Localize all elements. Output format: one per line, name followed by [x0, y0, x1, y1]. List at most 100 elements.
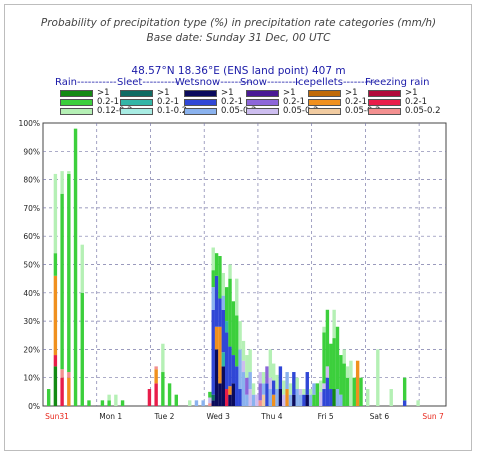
y-tick-label: 90%	[23, 147, 40, 156]
x-tick-label: Sun31	[45, 412, 69, 421]
bar-segment	[60, 369, 64, 378]
y-tick-label: 0%	[28, 402, 40, 411]
bar-segment	[241, 360, 246, 373]
bar-segment	[120, 400, 125, 406]
bar-segment	[248, 389, 252, 406]
y-tick-label: 30%	[23, 317, 40, 326]
bar-segment	[208, 397, 212, 404]
bar-segment	[245, 377, 249, 395]
legend-label: 0.05-0.2	[221, 106, 257, 116]
legend-swatch	[120, 99, 153, 106]
legend-swatch	[246, 90, 279, 97]
bar-segment	[238, 389, 242, 406]
bar-segment	[329, 343, 333, 390]
bar-segment	[211, 287, 215, 310]
bar-segment	[258, 383, 262, 401]
bar-segment	[261, 372, 266, 384]
bar-segment	[60, 377, 64, 406]
bar-segment	[258, 372, 262, 384]
legend-swatch	[308, 90, 341, 97]
bar-segment	[349, 360, 353, 406]
bar-segment	[67, 377, 71, 406]
bar-segment	[231, 355, 236, 384]
bar-segment	[288, 394, 293, 406]
bar-segment	[107, 394, 111, 401]
bar-segment	[261, 383, 266, 395]
bar-segment	[295, 377, 299, 390]
bar-segment	[265, 366, 269, 384]
bar-segment	[275, 374, 279, 390]
bar-segment	[255, 394, 259, 406]
bar-segment	[268, 377, 273, 390]
legend-group-heading: Snow---------	[240, 77, 300, 88]
bar-segment	[322, 326, 326, 333]
bar-segment	[224, 287, 229, 322]
bar-segment	[147, 389, 152, 406]
bar-segment	[352, 377, 356, 406]
bar-segment	[355, 360, 360, 406]
bar-segment	[366, 389, 370, 406]
bar-segment	[329, 389, 333, 406]
bar-segment	[218, 298, 222, 327]
bar-segment	[308, 389, 313, 395]
legend-swatch	[184, 90, 217, 97]
bar-segment	[282, 380, 286, 395]
x-tick-label: Sat 6	[370, 412, 390, 421]
bar-segment	[268, 349, 273, 378]
legend-label: >1	[157, 88, 170, 98]
bar-segment	[154, 369, 158, 384]
bar-segment	[211, 394, 215, 401]
bar-segment	[224, 321, 229, 333]
bar-segment	[231, 383, 236, 406]
legend-group-heading: Sleet----------	[117, 77, 179, 88]
bar-segment	[345, 377, 350, 406]
bar-segment	[228, 386, 232, 395]
bar-segment	[268, 389, 273, 406]
bar-segment	[107, 400, 111, 406]
legend-label: 0.2-1	[283, 97, 305, 107]
bar-segment	[161, 372, 165, 406]
bar-segment	[282, 394, 286, 406]
bar-segment	[235, 315, 239, 367]
bar-segment	[342, 363, 346, 406]
legend-swatch	[60, 99, 93, 106]
legend-label: >1	[221, 88, 234, 98]
bar-segment	[218, 326, 222, 384]
bar-segment	[251, 394, 256, 406]
bar-segment	[114, 394, 118, 406]
legend-swatch	[60, 108, 93, 115]
bar-segment	[80, 292, 84, 406]
bar-segment	[214, 253, 219, 276]
legend-label: 0.2-1	[405, 97, 427, 107]
bar-segment	[224, 389, 229, 406]
bar-segment	[67, 173, 71, 373]
bar-segment	[319, 391, 323, 406]
bar-segment	[208, 391, 212, 398]
legend-swatch	[246, 99, 279, 106]
bar-segment	[73, 128, 78, 406]
legend-label: 0.1-0.2	[157, 106, 188, 116]
bar-segment	[335, 326, 340, 390]
legend-label: 0.2-1	[157, 97, 179, 107]
bar-segment	[319, 380, 323, 392]
bar-segment	[285, 372, 289, 390]
legend-label: >1	[97, 88, 110, 98]
bar-segment	[335, 389, 340, 406]
x-tick-label: Wed 3	[206, 412, 230, 421]
legend-swatch	[184, 99, 217, 106]
bar-segment	[214, 349, 219, 406]
bar-segment	[228, 394, 232, 406]
bar-segment	[221, 309, 226, 353]
bar-segment	[325, 309, 330, 367]
bar-segment	[389, 389, 393, 406]
bar-segment	[339, 394, 343, 406]
y-tick-label: 60%	[23, 232, 40, 241]
bar-segment	[67, 372, 71, 378]
bar-segment	[332, 309, 336, 339]
bar-segment	[292, 394, 296, 406]
legend-group-heading: Wetsnow---------	[175, 77, 253, 88]
bar-segment	[201, 400, 205, 406]
legend-swatch	[120, 108, 153, 115]
bar-segment	[53, 275, 58, 356]
